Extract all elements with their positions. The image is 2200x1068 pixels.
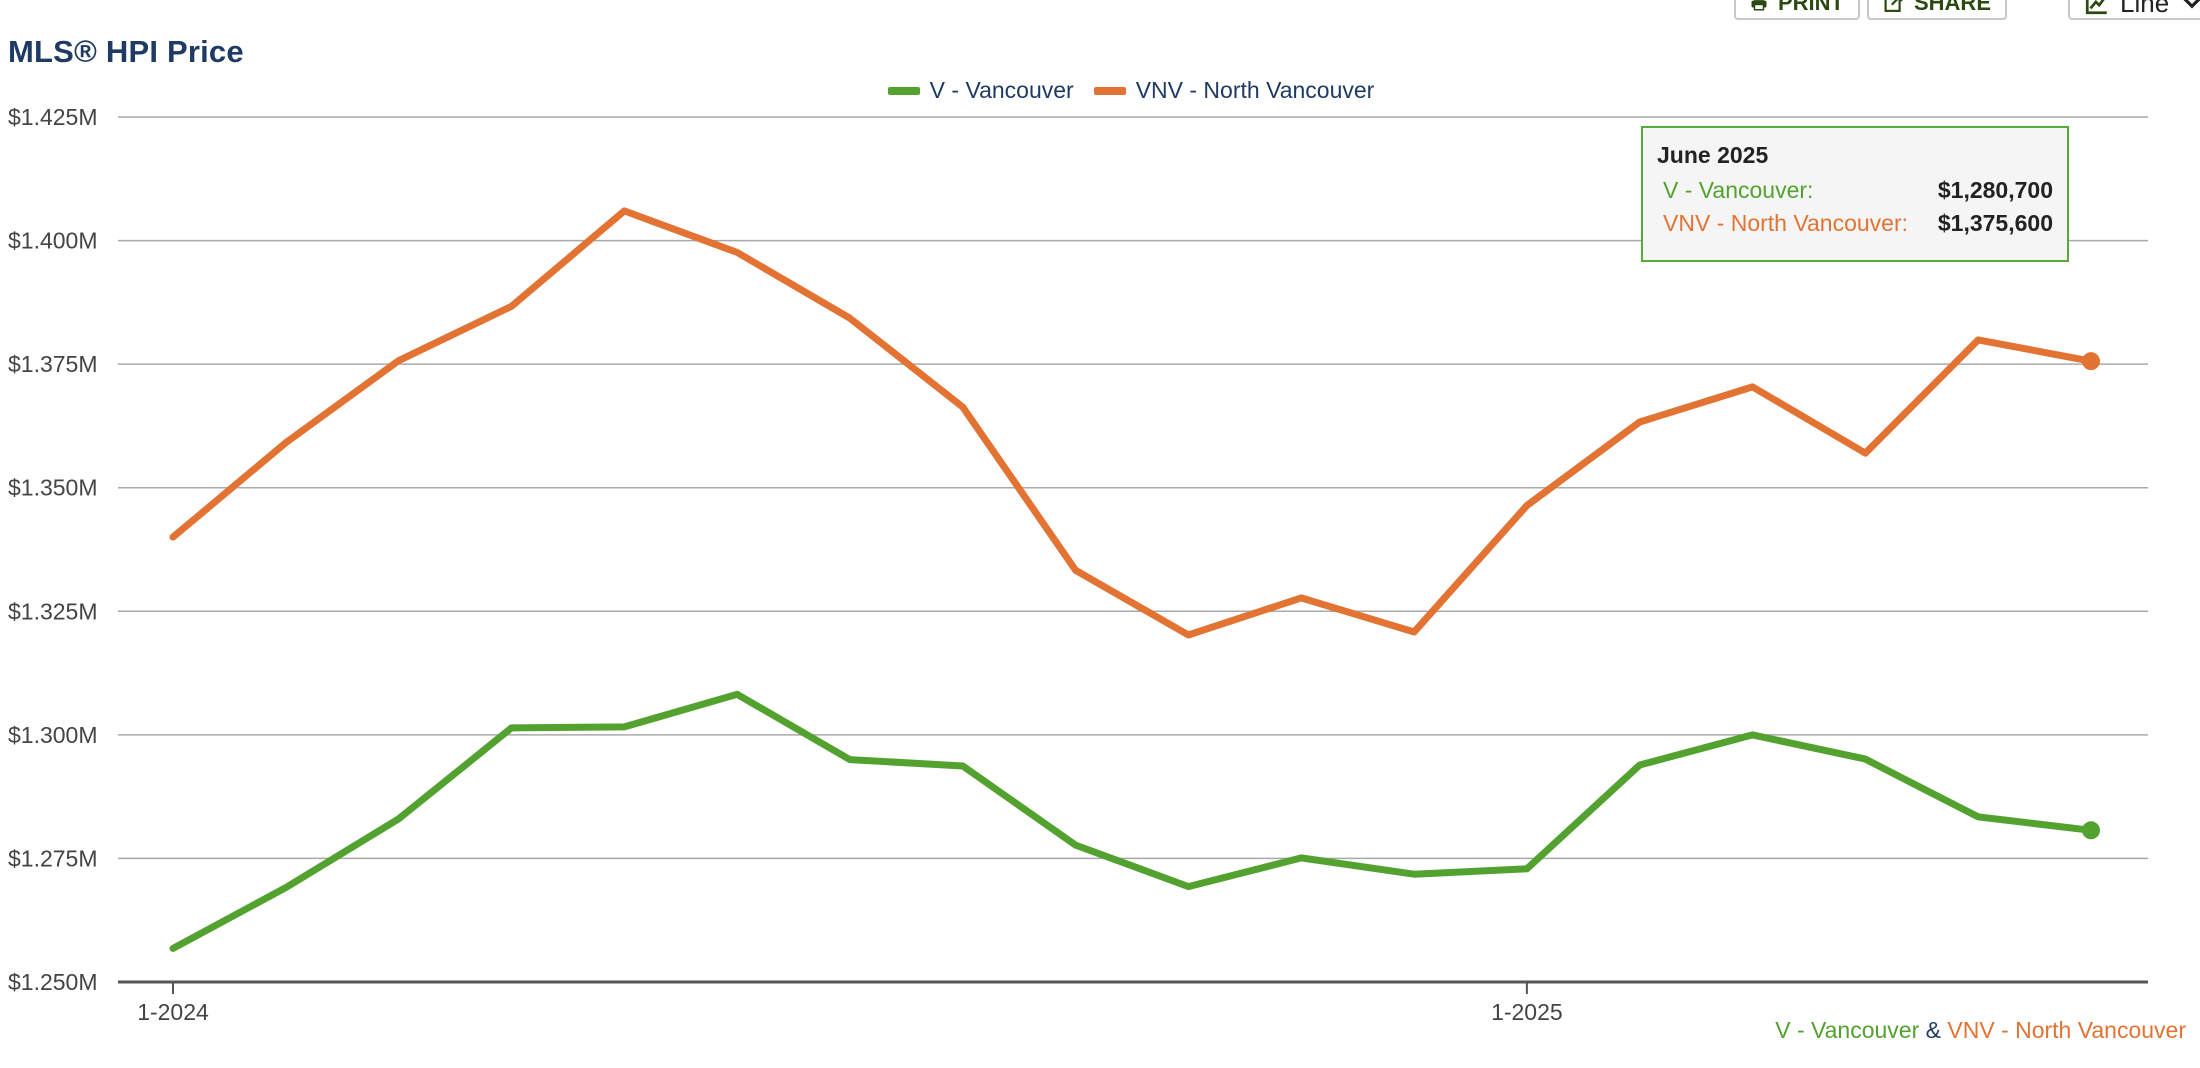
series-lines — [169, 207, 2095, 952]
y-axis-tick-labels: $1.250M $1.275M $1.300M $1.325M $1.350M $1.37… — [8, 104, 98, 995]
tooltip-label-vancouver: V - Vancouver: — [1663, 177, 1814, 203]
legend-swatch-north-vancouver — [1093, 86, 1126, 95]
y-tick-label: $1.350M — [8, 475, 98, 501]
series-line-1 — [169, 207, 2095, 639]
line-chart-icon — [2085, 0, 2107, 15]
tooltip-title: June 2025 — [1657, 142, 1769, 168]
chart-type-label: Line — [2120, 0, 2170, 18]
legend-label-vancouver: V - Vancouver — [929, 77, 1074, 103]
chart-title: MLS® HPI Price — [8, 34, 244, 69]
grid-lines — [118, 116, 2148, 860]
chart-type-dropdown[interactable]: Line — [2068, 0, 2200, 20]
series-marker-1 — [2082, 352, 2100, 371]
tooltip-value-north-vancouver: $1,375,600 — [1937, 210, 2053, 236]
legend-item-vancouver[interactable]: V - Vancouver — [887, 77, 1074, 104]
x-tick-label: 1-2024 — [137, 999, 209, 1025]
print-label: PRINT — [1778, 0, 1844, 15]
tooltip-value-vancouver: $1,280,700 — [1937, 177, 2053, 203]
y-tick-label: $1.425M — [8, 104, 98, 130]
x-tick-label: 1-2025 — [1491, 999, 1563, 1025]
y-tick-label: $1.300M — [8, 722, 98, 748]
series-line-0 — [169, 690, 2095, 952]
legend-item-north-vancouver[interactable]: VNV - North Vancouver — [1093, 77, 1375, 104]
share-label: SHARE — [1913, 0, 1991, 15]
x-axis: 1-2024 1-2025 — [118, 980, 2148, 1025]
footer-series-credit: V - Vancouver & VNV - North Vancouver — [1775, 1017, 2186, 1044]
legend-swatch-vancouver — [887, 86, 920, 95]
printer-icon — [1751, 0, 1767, 11]
y-tick-label: $1.275M — [8, 845, 98, 871]
chart-legend: V - Vancouver VNV - North Vancouver — [0, 77, 2200, 104]
y-tick-label: $1.400M — [8, 228, 98, 254]
hover-markers — [2082, 352, 2100, 840]
y-tick-label: $1.375M — [8, 351, 98, 377]
print-button[interactable]: PRINT — [1734, 0, 1860, 20]
chevron-down-icon — [2183, 0, 2200, 9]
footer-series2: VNV - North Vancouver — [1947, 1017, 2186, 1043]
series-marker-0 — [2082, 821, 2100, 840]
y-tick-label: $1.250M — [8, 969, 98, 995]
y-tick-label: $1.325M — [8, 598, 98, 624]
share-icon — [1884, 0, 1903, 12]
share-button[interactable]: SHARE — [1867, 0, 2007, 20]
footer-series1: V - Vancouver — [1775, 1017, 1920, 1043]
chart-tooltip: June 2025 V - Vancouver: $1,280,700 VNV … — [1641, 126, 2069, 262]
tooltip-row-north-vancouver: VNV - North Vancouver: $1,375,600 — [1657, 210, 2053, 237]
tooltip-label-north-vancouver: VNV - North Vancouver: — [1663, 210, 1909, 236]
tooltip-row-vancouver: V - Vancouver: $1,280,700 — [1657, 177, 2053, 204]
footer-joiner: & — [1925, 1017, 1941, 1043]
legend-label-north-vancouver: VNV - North Vancouver — [1135, 77, 1375, 103]
